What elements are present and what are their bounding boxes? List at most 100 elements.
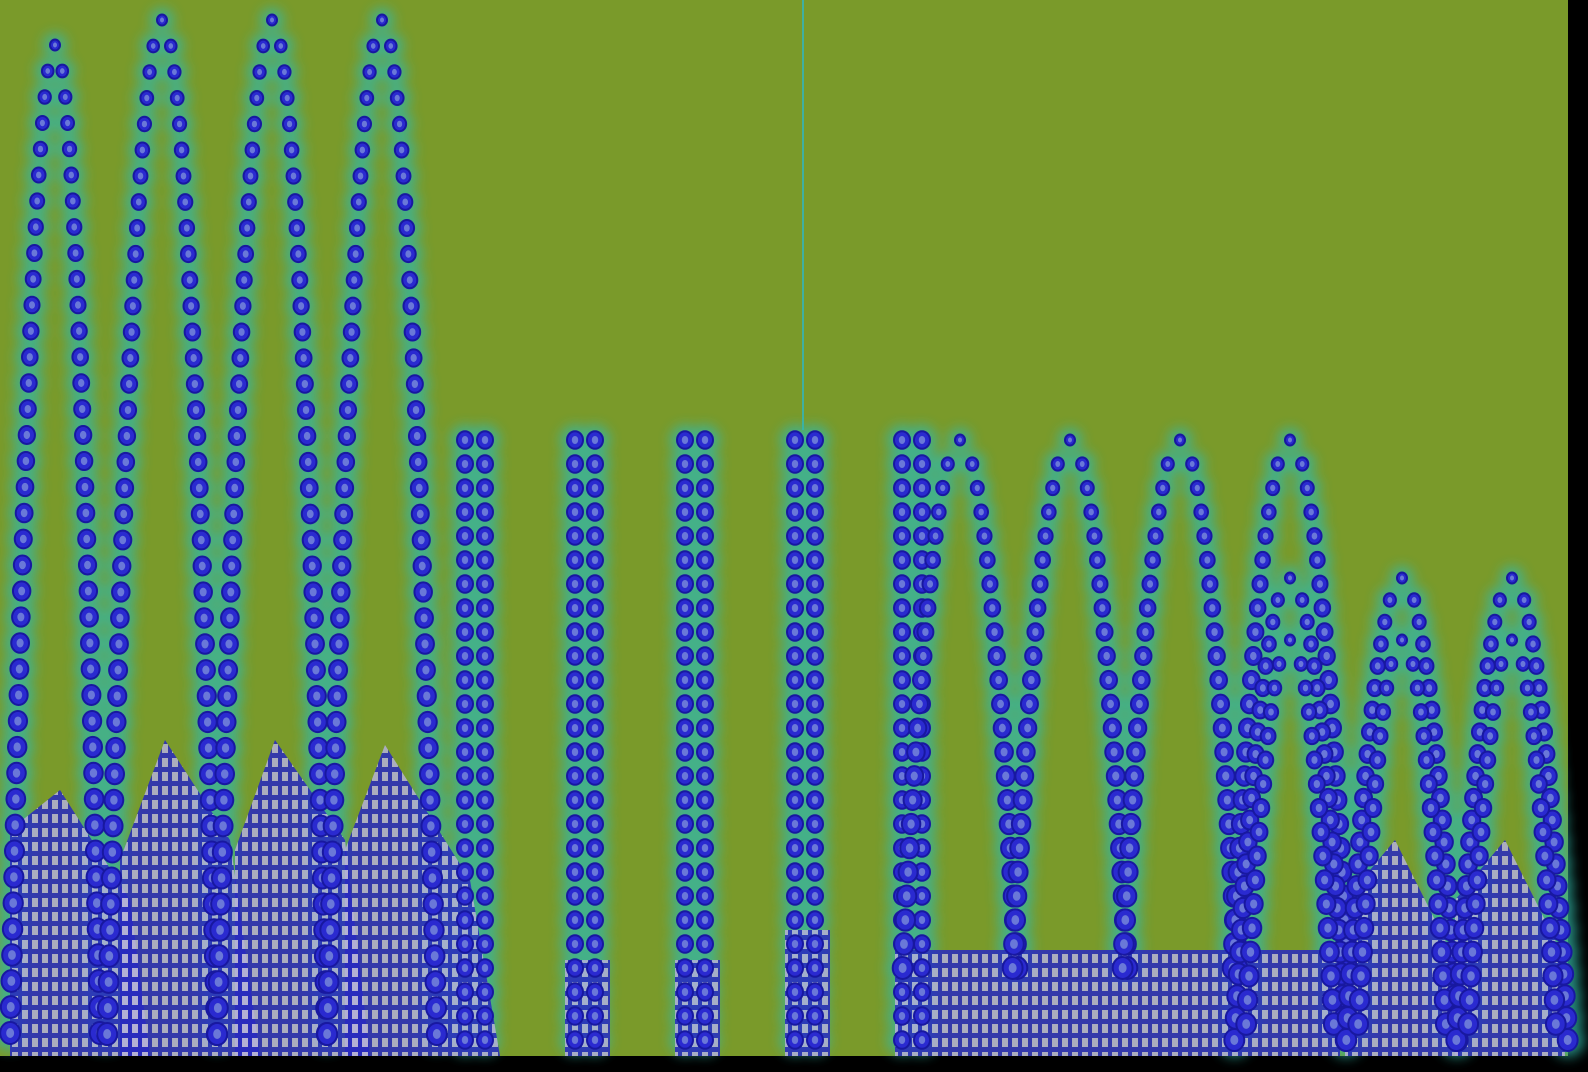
dot-core [1412,597,1417,603]
dot-core [305,458,312,466]
dot-core [682,628,688,636]
dot-core [792,652,798,660]
dot-core [364,95,369,101]
dot-core [1230,1035,1238,1045]
dot-core [812,796,818,804]
dot-core [1531,732,1537,739]
dot-core [314,717,321,726]
dot-core [1538,804,1545,812]
dot-core [250,147,255,154]
dot-core [812,772,818,780]
dot-core [138,173,144,180]
dot-core [916,700,923,708]
dot-core [65,120,70,126]
dot-core [682,604,688,612]
dot-core [223,717,230,726]
dot-core [1028,676,1035,684]
dot-core [482,1012,488,1020]
dot-core [572,1012,578,1020]
dot-core [325,977,333,987]
dot-core [338,562,345,571]
dot-core [1330,1019,1338,1029]
dot-core [919,1036,925,1044]
dot-core [417,510,424,518]
dot-core [222,743,229,752]
dot-core [312,666,319,675]
dot-core [572,820,578,828]
dot-core [572,868,578,876]
dot-core [81,457,88,465]
dot-core [572,892,578,900]
dot-core [198,536,205,545]
dot-core [329,821,337,830]
dot-core [812,988,818,996]
dot-core [899,1036,905,1044]
dot-core [812,1036,818,1044]
dot-core [812,460,818,468]
dot-core [1368,828,1375,836]
dot-core [1545,899,1552,908]
dot-core [125,406,131,414]
dot-core [1439,971,1447,981]
dot-core [1541,852,1548,861]
dot-core [1127,819,1134,828]
dot-core [1510,576,1514,581]
dot-core [340,510,347,518]
dot-core [1258,804,1265,812]
dot-core [899,484,905,492]
dot-core [812,604,818,612]
dot-core [231,484,238,492]
dot-core [1497,597,1502,603]
dot-core [812,532,818,540]
dot-core [1198,509,1203,516]
dot-core [426,795,433,804]
dot-core [1037,580,1043,588]
dot-core [75,301,81,309]
dot-core [188,302,194,310]
dot-core [252,121,257,128]
dot-core [1099,604,1105,612]
dot-core [289,147,294,154]
dot-core [592,940,598,948]
dot-core [1435,899,1442,908]
dot-core [1317,706,1323,714]
dot-core [682,748,688,756]
dot-core [404,224,410,231]
dot-core [76,327,82,335]
dot-core [572,676,578,684]
dot-core [329,847,337,857]
dot-core [71,223,77,230]
dot-core [194,432,201,440]
dot-core [1217,700,1224,708]
dot-core [462,796,468,804]
dot-core [295,250,301,257]
dot-core [899,724,905,732]
dot-core [812,844,818,852]
dot-core [1359,947,1367,956]
dot-core [1288,638,1292,643]
dot-core [899,508,905,516]
dot-core [1372,684,1378,691]
dot-core [899,772,905,780]
dot-core [1270,485,1275,491]
dot-core [1564,1035,1572,1045]
dot-core [792,556,798,564]
dot-core [1250,652,1257,660]
dot-core [682,1036,688,1044]
dot-core [1103,652,1110,660]
dot-core [1325,794,1332,802]
dot-core [592,892,598,900]
dot-core [224,691,231,700]
dot-core [228,562,235,571]
dot-core [91,820,99,829]
dot-core [17,613,24,622]
dot-core [67,146,72,153]
dot-core [682,964,688,972]
dot-core [462,556,468,564]
dot-core [1387,597,1392,603]
dot-core [1126,843,1133,852]
dot-core [812,652,818,660]
dot-core [42,94,47,100]
dot-core [40,120,45,126]
dot-core [682,508,688,516]
